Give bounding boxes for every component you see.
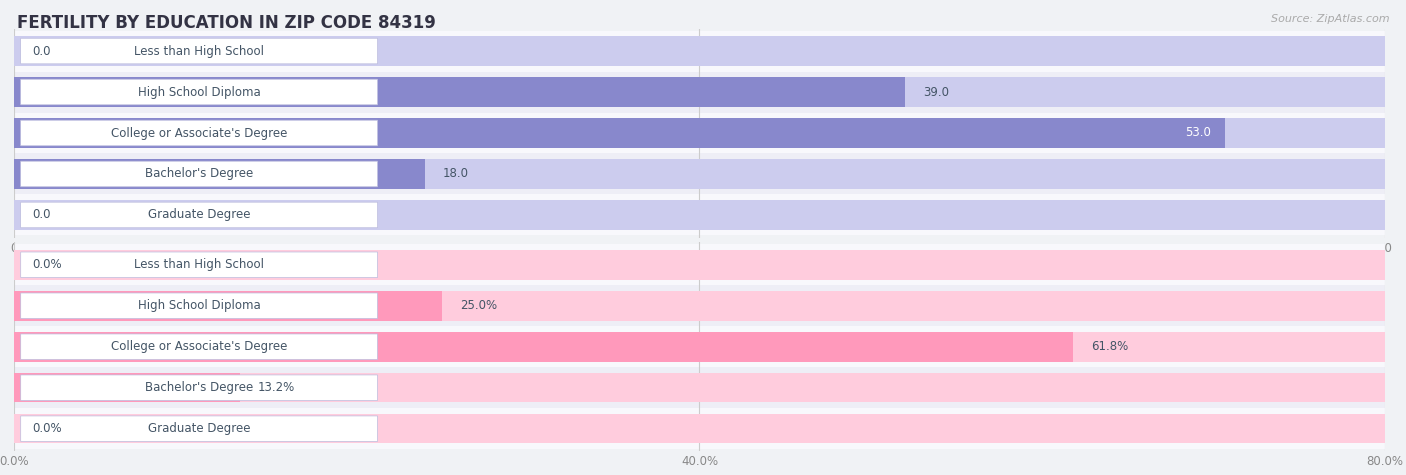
Text: High School Diploma: High School Diploma — [138, 299, 260, 312]
FancyBboxPatch shape — [21, 375, 378, 400]
Bar — [14, 153, 1385, 194]
FancyBboxPatch shape — [21, 293, 378, 319]
Text: College or Associate's Degree: College or Associate's Degree — [111, 126, 287, 140]
FancyBboxPatch shape — [21, 202, 378, 228]
Text: Less than High School: Less than High School — [134, 45, 264, 57]
Bar — [14, 77, 1385, 107]
Bar — [14, 118, 1385, 148]
Bar — [14, 326, 1385, 367]
Text: 53.0: 53.0 — [1185, 126, 1212, 140]
Text: 13.2%: 13.2% — [259, 381, 295, 394]
Text: 0.0: 0.0 — [32, 209, 51, 221]
Bar — [14, 367, 1385, 408]
Text: 0.0%: 0.0% — [32, 422, 62, 435]
Bar — [14, 30, 1385, 72]
Bar — [14, 77, 905, 107]
FancyBboxPatch shape — [21, 120, 378, 146]
Bar — [14, 200, 1385, 230]
FancyBboxPatch shape — [21, 416, 378, 441]
Bar — [14, 285, 1385, 326]
Bar — [14, 408, 1385, 449]
Bar — [14, 373, 1385, 402]
Text: High School Diploma: High School Diploma — [138, 86, 260, 98]
Bar — [14, 373, 240, 402]
FancyBboxPatch shape — [21, 79, 378, 105]
Text: 61.8%: 61.8% — [1091, 340, 1128, 353]
FancyBboxPatch shape — [21, 334, 378, 360]
Bar — [14, 159, 426, 189]
Bar — [14, 244, 1385, 285]
Text: Bachelor's Degree: Bachelor's Degree — [145, 168, 253, 180]
Text: 0.0%: 0.0% — [32, 258, 62, 271]
Text: FERTILITY BY EDUCATION IN ZIP CODE 84319: FERTILITY BY EDUCATION IN ZIP CODE 84319 — [17, 14, 436, 32]
Text: Graduate Degree: Graduate Degree — [148, 422, 250, 435]
Bar — [14, 414, 1385, 444]
Bar — [14, 250, 1385, 280]
Bar — [14, 332, 1385, 361]
Text: 25.0%: 25.0% — [460, 299, 498, 312]
Bar — [14, 291, 1385, 321]
Text: 39.0: 39.0 — [922, 86, 949, 98]
Text: College or Associate's Degree: College or Associate's Degree — [111, 340, 287, 353]
Text: 0.0: 0.0 — [32, 45, 51, 57]
Bar — [14, 194, 1385, 236]
FancyBboxPatch shape — [21, 252, 378, 277]
Bar — [14, 113, 1385, 153]
FancyBboxPatch shape — [21, 161, 378, 187]
Bar — [14, 36, 1385, 66]
Bar — [14, 118, 1225, 148]
Bar — [14, 72, 1385, 113]
Text: Less than High School: Less than High School — [134, 258, 264, 271]
Bar — [14, 159, 1385, 189]
Bar — [14, 291, 443, 321]
FancyBboxPatch shape — [21, 38, 378, 64]
Text: Source: ZipAtlas.com: Source: ZipAtlas.com — [1271, 14, 1389, 24]
Text: 18.0: 18.0 — [443, 168, 470, 180]
Text: Bachelor's Degree: Bachelor's Degree — [145, 381, 253, 394]
Bar — [14, 332, 1073, 361]
Text: Graduate Degree: Graduate Degree — [148, 209, 250, 221]
